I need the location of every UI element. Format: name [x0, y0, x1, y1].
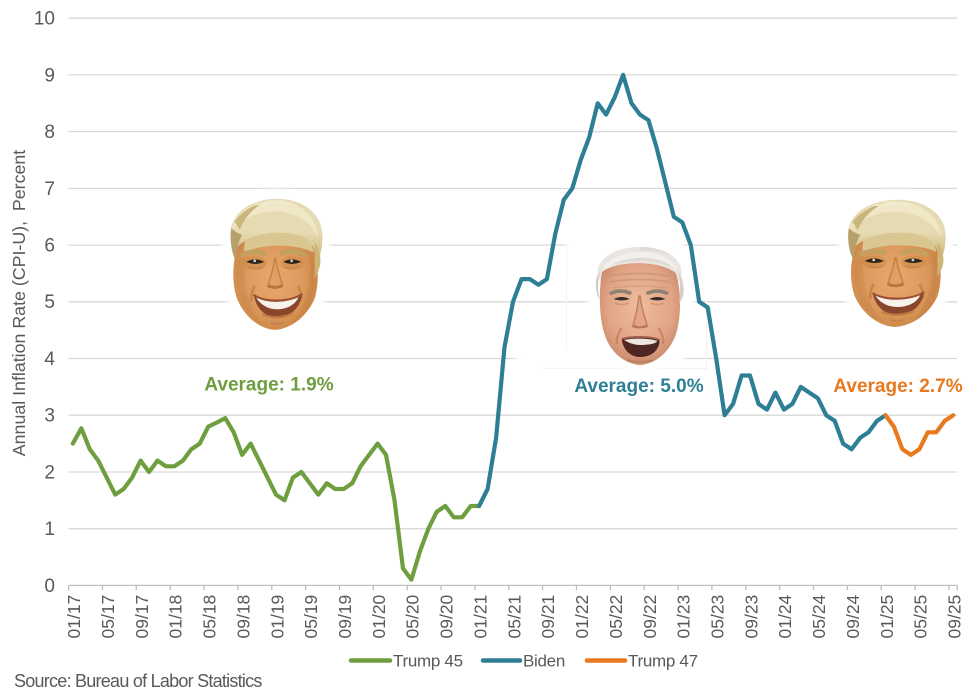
svg-text:09/24: 09/24: [843, 594, 863, 638]
svg-text:Trump 45: Trump 45: [393, 652, 463, 671]
svg-text:05/23: 05/23: [708, 595, 728, 639]
svg-text:4: 4: [44, 349, 55, 370]
svg-text:05/21: 05/21: [504, 595, 524, 639]
svg-text:3: 3: [44, 406, 55, 427]
svg-text:09/17: 09/17: [132, 595, 152, 639]
svg-text:01/23: 01/23: [674, 595, 694, 639]
svg-text:05/18: 05/18: [200, 595, 220, 639]
svg-text:01/20: 01/20: [369, 594, 389, 638]
svg-text:05/20: 05/20: [403, 594, 423, 638]
svg-text:09/25: 09/25: [945, 595, 965, 639]
svg-text:05/19: 05/19: [301, 595, 321, 639]
svg-text:1: 1: [44, 519, 55, 540]
svg-text:Source: Bureau of Labor Statis: Source: Bureau of Labor Statistics: [14, 671, 262, 691]
svg-text:09/18: 09/18: [233, 595, 253, 639]
svg-text:Average: 5.0%: Average: 5.0%: [574, 376, 703, 397]
svg-text:01/19: 01/19: [267, 595, 287, 639]
svg-text:05/17: 05/17: [98, 595, 118, 639]
svg-text:0: 0: [44, 576, 55, 597]
svg-text:01/22: 01/22: [572, 595, 592, 639]
svg-text:10: 10: [34, 9, 55, 30]
svg-text:Average: 1.9%: Average: 1.9%: [204, 375, 333, 396]
svg-text:01/24: 01/24: [775, 594, 795, 638]
svg-text:Biden: Biden: [523, 652, 565, 671]
svg-text:Average: 2.7%: Average: 2.7%: [833, 376, 962, 397]
svg-text:8: 8: [44, 122, 55, 143]
svg-text:01/21: 01/21: [470, 595, 490, 639]
svg-text:05/24: 05/24: [809, 594, 829, 638]
svg-text:09/19: 09/19: [335, 595, 355, 639]
svg-text:01/18: 01/18: [166, 595, 186, 639]
svg-text:05/22: 05/22: [606, 595, 626, 639]
svg-text:09/22: 09/22: [640, 595, 660, 639]
svg-text:01/17: 01/17: [64, 595, 84, 639]
svg-text:09/20: 09/20: [437, 594, 457, 638]
svg-text:Annual Inflation Rate (CPI-U),: Annual Inflation Rate (CPI-U), Percent: [9, 150, 29, 456]
svg-text:01/25: 01/25: [877, 595, 897, 639]
svg-text:6: 6: [44, 236, 55, 257]
svg-text:9: 9: [44, 65, 55, 86]
svg-text:05/25: 05/25: [911, 595, 931, 639]
svg-text:09/23: 09/23: [741, 595, 761, 639]
svg-text:Trump 47: Trump 47: [628, 652, 698, 671]
svg-text:2: 2: [44, 462, 55, 483]
svg-text:7: 7: [44, 179, 55, 200]
svg-text:09/21: 09/21: [538, 595, 558, 639]
svg-text:5: 5: [44, 292, 55, 313]
